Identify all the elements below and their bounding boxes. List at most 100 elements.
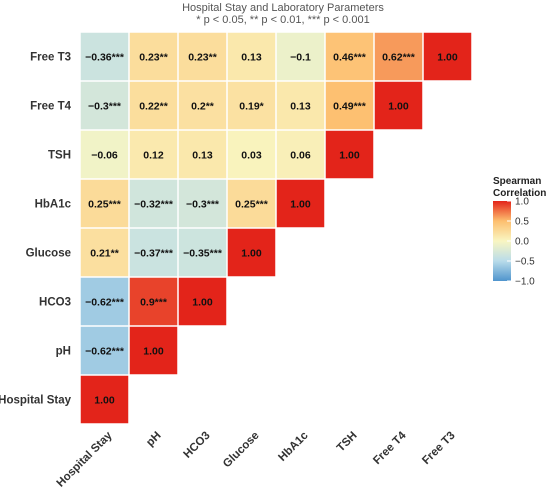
heatmap-cell-hba1c-hba1c	[276, 179, 325, 228]
heatmap-cell-free-t3-glucose	[227, 32, 276, 81]
heatmap-cell-tsh-hospital-stay	[80, 130, 129, 179]
cell-label-tsh-tsh: 1.00	[339, 150, 360, 162]
heatmap-cell-free-t4-glucose	[227, 81, 276, 130]
heatmap-cell-free-t3-free-t4	[374, 32, 423, 81]
heatmap-cell-tsh-hba1c	[276, 130, 325, 179]
x-tick-label-ph: pH	[144, 430, 163, 449]
heatmap-cell-free-t4-ph	[129, 81, 178, 130]
x-tick-label-hco3: HCO3	[182, 430, 213, 461]
cell-label-ph-hospital-stay: −0.62***	[85, 346, 125, 358]
y-tick-label-free-t4: Free T4	[30, 101, 72, 113]
legend-ticks: 1.0 0.5 0.0 −0.5 −1.0	[507, 197, 535, 288]
cell-label-hba1c-glucose: 0.25***	[235, 199, 269, 211]
cell-label-hco3-hospital-stay: −0.62***	[85, 297, 125, 309]
cell-label-free-t3-hba1c: −0.1	[290, 52, 311, 64]
cell-label-tsh-hospital-stay: −0.06	[91, 150, 118, 162]
cell-label-free-t4-glucose: 0.19*	[239, 101, 264, 113]
cell-label-free-t3-free-t3: 1.00	[437, 52, 458, 64]
cell-label-free-t4-hba1c: 0.13	[290, 101, 311, 113]
y-tick-label-hospital-stay: Hospital Stay	[0, 395, 72, 407]
y-tick-label-glucose: Glucose	[26, 248, 71, 260]
heatmap-cell-hba1c-ph	[129, 179, 178, 228]
heatmap-cell-hco3-hospital-stay	[80, 277, 129, 326]
heatmap-cell-free-t4-hco3	[178, 81, 227, 130]
cell-label-free-t4-ph: 0.22**	[139, 101, 169, 113]
cell-label-free-t4-hospital-stay: −0.3***	[88, 101, 122, 113]
cell-label-ph-ph: 1.00	[143, 346, 164, 358]
heatmap-cell-free-t3-tsh	[325, 32, 374, 81]
heatmap-cell-free-t4-hba1c	[276, 81, 325, 130]
heatmap-cell-free-t4-free-t4	[374, 81, 423, 130]
cell-label-hospital-stay-hospital-stay: 1.00	[94, 395, 115, 407]
legend-tick-label-0: 1.0	[515, 197, 529, 208]
y-tick-label-ph: pH	[56, 346, 71, 358]
chart-title: Hospital Stay and Laboratory Parameters	[182, 2, 384, 14]
cell-label-glucose-hospital-stay: 0.21**	[90, 248, 120, 260]
legend-tick-label-1: 0.5	[515, 217, 529, 228]
x-tick-label-hospital-stay: Hospital Stay	[55, 429, 115, 489]
legend-tick-label-4: −1.0	[515, 277, 535, 288]
y-tick-label-free-t3: Free T3	[30, 52, 71, 64]
x-tick-label-free-t4: Free T4	[371, 429, 409, 467]
cell-label-hba1c-hco3: −0.3***	[186, 199, 220, 211]
legend-title-line-1: Spearman	[493, 176, 541, 187]
cell-label-free-t4-free-t4: 1.00	[388, 101, 409, 113]
y-tick-label-hba1c: HbA1c	[35, 199, 72, 211]
x-tick-label-hba1c: HbA1c	[276, 429, 311, 464]
heatmap-cell-hospital-stay-hospital-stay	[80, 375, 129, 424]
cell-label-free-t3-ph: 0.23**	[139, 52, 169, 64]
heatmap-cell-free-t3-hospital-stay	[80, 32, 129, 81]
cell-label-tsh-hba1c: 0.06	[290, 150, 311, 162]
cell-label-glucose-hco3: −0.35***	[183, 248, 223, 260]
cell-label-hba1c-hba1c: 1.00	[290, 199, 311, 211]
cell-label-free-t3-tsh: 0.46***	[333, 52, 367, 64]
cell-label-free-t3-glucose: 0.13	[241, 52, 262, 64]
cell-label-free-t4-tsh: 0.49***	[333, 101, 367, 113]
heatmap-cell-glucose-glucose	[227, 228, 276, 277]
cell-label-hco3-ph: 0.9***	[140, 297, 168, 309]
heatmap-cell-glucose-ph	[129, 228, 178, 277]
heatmap-cell-tsh-ph	[129, 130, 178, 179]
legend-title-line-2: Correlation	[493, 188, 546, 199]
cell-label-hba1c-ph: −0.32***	[134, 199, 174, 211]
heatmap-cell-free-t3-hco3	[178, 32, 227, 81]
heatmap-cell-free-t4-tsh	[325, 81, 374, 130]
heatmap-cells: −0.36*** 0.23** 0.23** 0.13 −0.1 0.46*** 0.62*…	[80, 32, 472, 424]
cell-label-glucose-glucose: 1.00	[241, 248, 262, 260]
heatmap-cell-free-t3-ph	[129, 32, 178, 81]
legend-tick-label-2: 0.0	[515, 237, 529, 248]
cell-label-tsh-glucose: 0.03	[241, 150, 262, 162]
cell-label-tsh-ph: 0.12	[143, 150, 164, 162]
y-tick-label-tsh: TSH	[48, 150, 71, 162]
cell-label-free-t3-hco3: 0.23**	[188, 52, 218, 64]
heatmap-cell-ph-hospital-stay	[80, 326, 129, 375]
x-tick-label-glucose: Glucose	[221, 430, 262, 471]
heatmap-cell-free-t4-hospital-stay	[80, 81, 129, 130]
cell-label-free-t3-free-t4: 0.62***	[382, 52, 416, 64]
cell-label-free-t4-hco3: 0.2**	[191, 101, 215, 113]
heatmap-cell-tsh-glucose	[227, 130, 276, 179]
heatmap-cell-tsh-tsh	[325, 130, 374, 179]
heatmap-cell-hco3-ph	[129, 277, 178, 326]
cell-label-glucose-ph: −0.37***	[134, 248, 174, 260]
heatmap-cell-ph-ph	[129, 326, 178, 375]
heatmap-cell-free-t3-hba1c	[276, 32, 325, 81]
y-axis-labels: Free T3 Free T4 TSH HbA1c Glucose HCO3 pH Hospi…	[0, 52, 72, 407]
heatmap-cell-hba1c-hospital-stay	[80, 179, 129, 228]
cell-label-hba1c-hospital-stay: 0.25***	[88, 199, 122, 211]
heatmap-cell-hba1c-hco3	[178, 179, 227, 228]
cell-label-tsh-hco3: 0.13	[192, 150, 213, 162]
heatmap-cell-hba1c-glucose	[227, 179, 276, 228]
cell-label-hco3-hco3: 1.00	[192, 297, 213, 309]
chart-subtitle: * p < 0.05, ** p < 0.01, *** p < 0.001	[196, 14, 369, 26]
heatmap-cell-tsh-hco3	[178, 130, 227, 179]
legend-tick-label-3: −0.5	[515, 257, 535, 268]
heatmap-cell-free-t3-free-t3	[423, 32, 472, 81]
legend-colorbar	[493, 201, 511, 281]
y-tick-label-hco3: HCO3	[39, 297, 71, 309]
heatmap-cell-hco3-hco3	[178, 277, 227, 326]
legend: Spearman Correlation 1.0 0.5 0.0 −0.5 −1.0	[493, 176, 546, 288]
heatmap-cell-glucose-hospital-stay	[80, 228, 129, 277]
heatmap-cell-glucose-hco3	[178, 228, 227, 277]
